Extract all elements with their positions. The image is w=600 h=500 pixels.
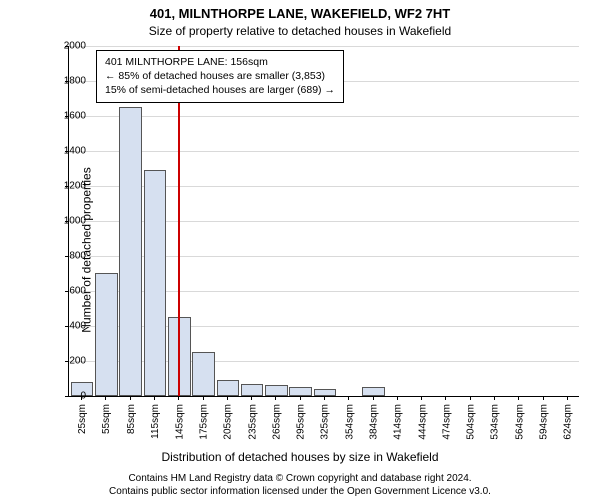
bar bbox=[119, 107, 142, 396]
y-tick-label: 1400 bbox=[64, 146, 86, 157]
annotation-line: 15% of semi-detached houses are larger (… bbox=[105, 83, 335, 97]
bar bbox=[265, 385, 288, 396]
y-tick-label: 0 bbox=[80, 391, 86, 402]
y-tick-label: 800 bbox=[69, 251, 86, 262]
chart-plot-area: 25sqm55sqm85sqm115sqm145sqm175sqm205sqm2… bbox=[68, 46, 579, 397]
bar bbox=[289, 387, 312, 396]
x-tick-label: 414sqm bbox=[393, 404, 404, 440]
x-tick-label: 235sqm bbox=[247, 404, 258, 440]
x-tick-label: 265sqm bbox=[271, 404, 282, 440]
x-tick-label: 85sqm bbox=[126, 404, 137, 434]
x-tick-label: 504sqm bbox=[466, 404, 477, 440]
page-subtitle: Size of property relative to detached ho… bbox=[0, 24, 600, 38]
bar bbox=[362, 387, 385, 396]
x-tick-label: 25sqm bbox=[77, 404, 88, 434]
x-tick-label: 295sqm bbox=[296, 404, 307, 440]
footer-line-2: Contains public sector information licen… bbox=[0, 486, 600, 499]
x-tick-label: 624sqm bbox=[563, 404, 574, 440]
x-tick-label: 444sqm bbox=[417, 404, 428, 440]
y-tick-label: 1000 bbox=[64, 216, 86, 227]
bar bbox=[95, 273, 118, 396]
y-tick-label: 600 bbox=[69, 286, 86, 297]
bar bbox=[241, 384, 264, 397]
page-title: 401, MILNTHORPE LANE, WAKEFIELD, WF2 7HT bbox=[0, 6, 600, 21]
y-tick-label: 200 bbox=[69, 356, 86, 367]
x-tick-label: 594sqm bbox=[539, 404, 550, 440]
y-tick-label: 1800 bbox=[64, 76, 86, 87]
y-tick-label: 2000 bbox=[64, 41, 86, 52]
bar bbox=[144, 170, 167, 396]
gridline bbox=[69, 151, 579, 152]
bar bbox=[192, 352, 215, 396]
x-tick-label: 564sqm bbox=[514, 404, 525, 440]
x-tick-label: 384sqm bbox=[369, 404, 380, 440]
x-tick-label: 325sqm bbox=[320, 404, 331, 440]
x-tick-label: 354sqm bbox=[344, 404, 355, 440]
annotation-line: ← 85% of detached houses are smaller (3,… bbox=[105, 69, 335, 83]
gridline bbox=[69, 116, 579, 117]
annotation-line: 401 MILNTHORPE LANE: 156sqm bbox=[105, 55, 335, 69]
footer-line-1: Contains HM Land Registry data © Crown c… bbox=[0, 473, 600, 486]
x-tick-label: 145sqm bbox=[174, 404, 185, 440]
gridline bbox=[69, 46, 579, 47]
x-tick-label: 175sqm bbox=[199, 404, 210, 440]
x-tick-label: 534sqm bbox=[490, 404, 501, 440]
footer-attribution: Contains HM Land Registry data © Crown c… bbox=[0, 473, 600, 498]
x-axis-label: Distribution of detached houses by size … bbox=[0, 450, 600, 464]
y-tick-label: 400 bbox=[69, 321, 86, 332]
y-tick-label: 1600 bbox=[64, 111, 86, 122]
bar bbox=[217, 380, 240, 396]
bar bbox=[314, 389, 337, 396]
annotation-box: 401 MILNTHORPE LANE: 156sqm← 85% of deta… bbox=[96, 50, 344, 103]
x-tick-label: 205sqm bbox=[223, 404, 234, 440]
x-tick-label: 474sqm bbox=[441, 404, 452, 440]
x-tick-label: 55sqm bbox=[101, 404, 112, 434]
y-tick-label: 1200 bbox=[64, 181, 86, 192]
x-tick-label: 115sqm bbox=[150, 404, 161, 439]
